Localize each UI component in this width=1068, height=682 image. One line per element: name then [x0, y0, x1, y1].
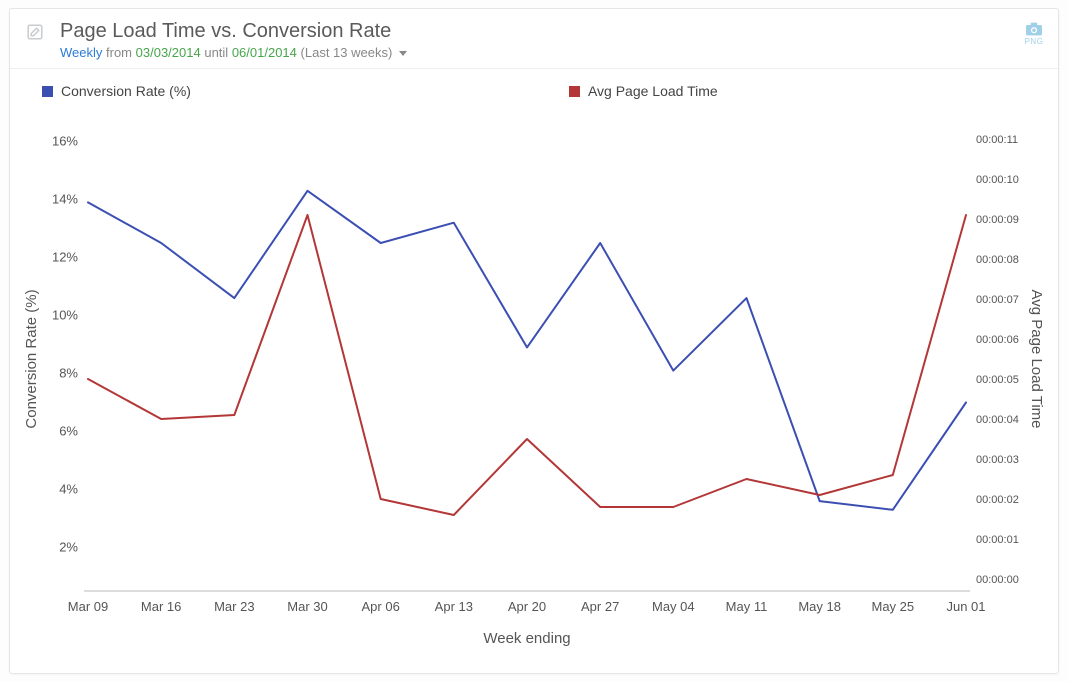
x-tick-label: Mar 23 — [214, 599, 254, 614]
x-tick-label: Apr 27 — [581, 599, 619, 614]
chart-area: Conversion Rate (%) Avg Page Load Time Ma… — [10, 69, 1058, 673]
from-word: from — [106, 45, 132, 60]
y-right-tick-label: 00:00:01 — [976, 534, 1019, 546]
chevron-down-icon[interactable] — [399, 51, 407, 56]
until-word: until — [204, 45, 228, 60]
y-right-tick-label: 00:00:08 — [976, 254, 1019, 266]
y-left-tick-label: 8% — [59, 366, 78, 381]
x-tick-label: Mar 16 — [141, 599, 181, 614]
date-to[interactable]: 06/01/2014 — [232, 45, 297, 60]
legend-label: Conversion Rate (%) — [61, 83, 191, 99]
y-right-tick-label: 00:00:02 — [976, 494, 1019, 506]
y-left-tick-label: 12% — [52, 250, 78, 265]
legend-item[interactable]: Avg Page Load Time — [569, 83, 718, 99]
edit-icon[interactable] — [26, 23, 44, 41]
y-right-tick-label: 00:00:07 — [976, 294, 1019, 306]
y-right-tick-label: 00:00:06 — [976, 334, 1019, 346]
y-right-tick-label: 00:00:03 — [976, 454, 1019, 466]
x-tick-label: May 18 — [798, 599, 841, 614]
x-tick-label: Apr 20 — [508, 599, 546, 614]
y-left-tick-label: 10% — [52, 308, 78, 323]
y-right-tick-label: 00:00:05 — [976, 374, 1019, 386]
y-right-tick-label: 00:00:04 — [976, 414, 1019, 426]
export-png-label: PNG — [1024, 37, 1044, 46]
chart-title: Page Load Time vs. Conversion Rate — [60, 19, 1044, 43]
date-range-selector[interactable]: Weekly from 03/03/2014 until 06/01/2014 … — [60, 45, 1044, 60]
y-right-tick-label: 00:00:09 — [976, 214, 1019, 226]
export-png-button[interactable]: PNG — [1024, 21, 1044, 46]
y-right-tick-label: 00:00:11 — [976, 134, 1018, 146]
legend-label: Avg Page Load Time — [588, 83, 718, 99]
y-left-tick-label: 6% — [59, 424, 78, 439]
x-tick-label: Jun 01 — [946, 599, 985, 614]
y-left-tick-label: 2% — [59, 540, 78, 555]
legend-swatch — [42, 86, 53, 97]
x-tick-label: Mar 09 — [68, 599, 108, 614]
y-right-tick-label: 00:00:10 — [976, 174, 1019, 186]
card-header: Page Load Time vs. Conversion Rate Weekl… — [10, 9, 1058, 69]
series-line — [88, 215, 966, 515]
x-tick-label: Mar 30 — [287, 599, 327, 614]
date-from[interactable]: 03/03/2014 — [136, 45, 201, 60]
chart-card: Page Load Time vs. Conversion Rate Weekl… — [9, 8, 1059, 674]
line-chart: Mar 09 Mar 16 Mar 23 Mar 30 Apr 06 Apr 13 Apr … — [18, 103, 1046, 663]
y-left-tick-label: 4% — [59, 482, 78, 497]
period-link[interactable]: Weekly — [60, 45, 102, 60]
x-axis-title: Week ending — [483, 630, 570, 647]
legend-item[interactable]: Conversion Rate (%) — [42, 83, 191, 99]
y-left-tick-label: 14% — [52, 192, 78, 207]
y-right-tick-label: 00:00:00 — [976, 574, 1019, 586]
legend: Conversion Rate (%) Avg Page Load Time — [18, 79, 1050, 103]
x-tick-label: May 11 — [726, 599, 768, 614]
x-tick-label: May 25 — [872, 599, 915, 614]
x-tick-label: May 04 — [652, 599, 695, 614]
x-tick-label: Apr 06 — [362, 599, 400, 614]
y-right-axis-title: Avg Page Load Time — [1028, 290, 1045, 429]
legend-swatch — [569, 86, 580, 97]
series-line — [88, 191, 966, 510]
y-left-axis-title: Conversion Rate (%) — [23, 289, 40, 428]
x-tick-label: Apr 13 — [435, 599, 473, 614]
y-left-tick-label: 16% — [52, 134, 78, 149]
range-suffix: (Last 13 weeks) — [301, 45, 393, 60]
